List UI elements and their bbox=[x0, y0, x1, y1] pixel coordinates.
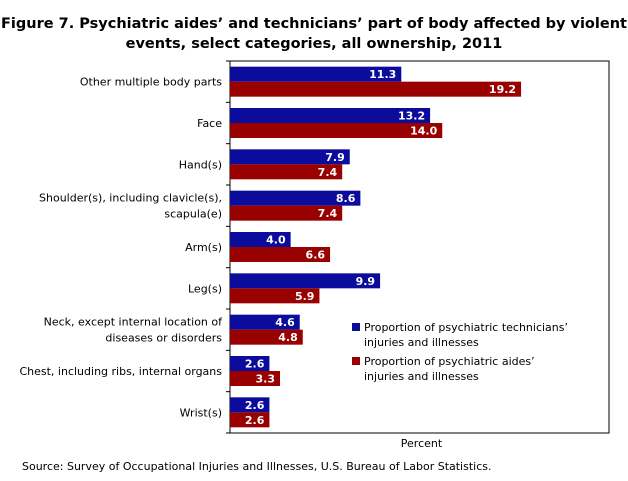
data-label: 13.2 bbox=[398, 110, 425, 123]
category-label: Other multiple body parts bbox=[80, 76, 222, 89]
bar-aides bbox=[230, 412, 270, 428]
data-label: 8.6 bbox=[336, 192, 356, 205]
bar-aides bbox=[230, 371, 281, 386]
legend-label: Proportion of psychiatric aides’ injuries… bbox=[364, 355, 535, 383]
bar-technicians bbox=[230, 108, 431, 123]
bar-technicians bbox=[230, 356, 270, 371]
bar-technicians bbox=[230, 190, 361, 206]
data-label: 4.8 bbox=[278, 331, 298, 344]
data-label: 19.2 bbox=[489, 83, 516, 96]
category-label: Leg(s) bbox=[188, 282, 222, 295]
data-label: 2.6 bbox=[245, 399, 265, 412]
data-label: 6.6 bbox=[306, 249, 326, 262]
bar-aides bbox=[230, 288, 320, 304]
data-label: 2.6 bbox=[245, 414, 265, 427]
source-note: Source: Survey of Occupational Injuries … bbox=[22, 460, 492, 473]
bar-aides bbox=[230, 164, 343, 180]
data-label: 7.9 bbox=[325, 151, 345, 164]
legend-label: Proportion of psychiatric technicians’ in… bbox=[364, 321, 568, 349]
bar-technicians bbox=[230, 273, 381, 289]
data-label: 14.0 bbox=[410, 125, 437, 138]
legend-swatch bbox=[352, 357, 360, 365]
chart-title-line1: Figure 7. Psychiatric aides’ and technic… bbox=[1, 16, 627, 32]
bar-aides bbox=[230, 329, 303, 345]
category-label: Neck, except internal location of disease… bbox=[44, 316, 223, 345]
data-label: 7.4 bbox=[318, 207, 338, 220]
category-label: Shoulder(s), including clavicle(s), scapu… bbox=[39, 192, 222, 221]
category-label: Hand(s) bbox=[179, 158, 222, 171]
bar-technicians bbox=[230, 66, 402, 82]
category-label: Face bbox=[197, 117, 222, 130]
chart-title: Figure 7. Psychiatric aides’ and technic… bbox=[0, 14, 628, 54]
bar-aides bbox=[230, 123, 443, 138]
bar-technicians bbox=[230, 232, 291, 247]
data-label: 5.9 bbox=[295, 290, 315, 303]
category-label: Chest, including ribs, internal organs bbox=[19, 365, 222, 378]
data-label: 3.3 bbox=[256, 373, 276, 386]
data-label: 2.6 bbox=[245, 358, 265, 371]
bar-aides bbox=[230, 247, 331, 262]
category-label: Wrist(s) bbox=[180, 406, 222, 419]
data-label: 4.6 bbox=[275, 316, 295, 329]
bar-aides bbox=[230, 205, 343, 221]
data-label: 7.4 bbox=[318, 166, 338, 179]
legend-swatch bbox=[352, 323, 360, 331]
data-label: 4.0 bbox=[266, 234, 286, 247]
bar-technicians bbox=[230, 149, 350, 165]
bar-technicians bbox=[230, 314, 300, 330]
x-axis-label: Percent bbox=[401, 437, 443, 450]
bar-aides bbox=[230, 81, 522, 97]
category-label: Arm(s) bbox=[185, 241, 222, 254]
data-label: 9.9 bbox=[356, 275, 376, 288]
chart-title-line2: events, select categories, all ownership… bbox=[125, 36, 503, 52]
data-label: 11.3 bbox=[369, 68, 396, 81]
bar-technicians bbox=[230, 397, 270, 413]
